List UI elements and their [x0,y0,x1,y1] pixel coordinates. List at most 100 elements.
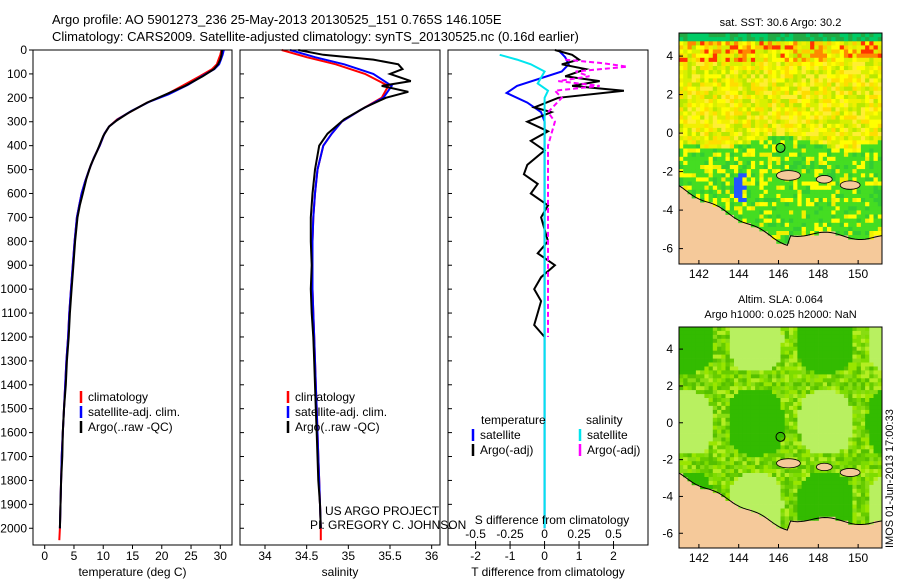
map-cell [712,177,718,182]
map-cell [767,421,773,426]
map-cell [717,374,722,379]
map-cell [772,140,777,145]
map-cell [869,173,874,178]
map-cell [717,115,722,120]
map-cell [759,94,764,100]
map-cell [763,354,769,359]
map-cell [763,488,769,494]
map-cell [746,214,752,219]
map-cell [873,148,879,153]
map-cell [717,169,722,174]
map-cell [759,103,764,108]
map-cell [683,366,688,371]
map-cell [877,185,883,191]
map-cell [801,496,807,501]
map-cell [687,173,693,178]
map-cell [860,492,866,498]
map-cell [712,49,718,54]
map-cell [801,374,807,379]
map-cell [801,362,807,367]
map-cell [695,477,701,482]
map-cell [708,425,714,430]
map-cell [869,132,874,137]
map-cell [725,386,731,391]
map-cell [810,512,815,517]
map-cell [835,433,841,438]
map-cell [877,441,883,446]
map-cell [810,469,815,474]
map-cell [700,160,705,166]
map-cell [755,169,760,174]
map-cell [717,394,722,399]
map-cell [856,123,862,129]
map-cell [708,53,714,59]
map-cell [797,330,802,336]
map-cell [810,33,815,38]
map-cell [839,165,845,170]
map-cell [801,107,807,112]
map-cell [700,181,705,186]
map-cell [865,66,870,71]
map-cell [712,429,718,434]
map-cell [810,394,815,399]
map-cell [810,390,815,395]
map-cell [780,449,786,454]
map-cell [818,449,824,454]
map-cell [805,90,811,96]
map-cell [750,111,756,116]
map-cell [708,457,714,462]
map-cell [831,374,836,379]
map-cell [763,61,769,67]
map-cell [763,214,769,219]
map-cell [776,374,781,379]
map-cell [805,202,811,207]
map-cell [679,127,684,133]
map-cell [848,417,853,423]
map-cell [793,226,798,232]
map-cell [767,402,773,407]
map-cell [793,144,798,149]
map-cell [772,516,777,521]
map-cell [856,421,862,426]
map-cell [772,469,777,474]
map-cell [755,127,760,133]
map-cell [843,425,849,430]
map-cell [818,206,824,211]
map-cell [687,74,693,79]
map-cell [793,409,798,415]
map-cell [717,202,722,207]
map-cell [721,123,726,129]
map-cell [679,334,684,340]
map-cell [827,148,832,153]
map-cell [683,103,688,108]
map-cell [759,90,764,96]
map-cell [695,378,701,383]
map-cell [869,90,874,96]
map-cell [793,334,798,340]
map-cell [877,127,883,133]
map-cell [801,512,807,517]
map-cell [717,140,722,145]
map-cell [860,41,866,46]
map-cell [810,82,815,87]
map-cell [725,327,731,332]
map-cell [793,115,798,120]
map-cell [869,398,874,403]
map-cell [695,334,701,340]
map-cell [780,78,786,83]
map-cell [784,82,790,87]
map-cell [763,111,769,116]
map-cell [695,480,701,486]
map-cell [822,492,828,498]
map-cell [717,433,722,438]
map-cell [865,119,870,125]
map-cell [687,457,693,462]
map-cell [687,119,693,125]
map-cell [717,33,722,38]
map-cell [683,453,688,458]
map-cell [700,99,705,104]
map-cell [793,160,798,166]
map-cell [734,477,739,482]
map-cell [793,425,798,430]
x-tick-label-s: -0.5 [465,527,486,541]
